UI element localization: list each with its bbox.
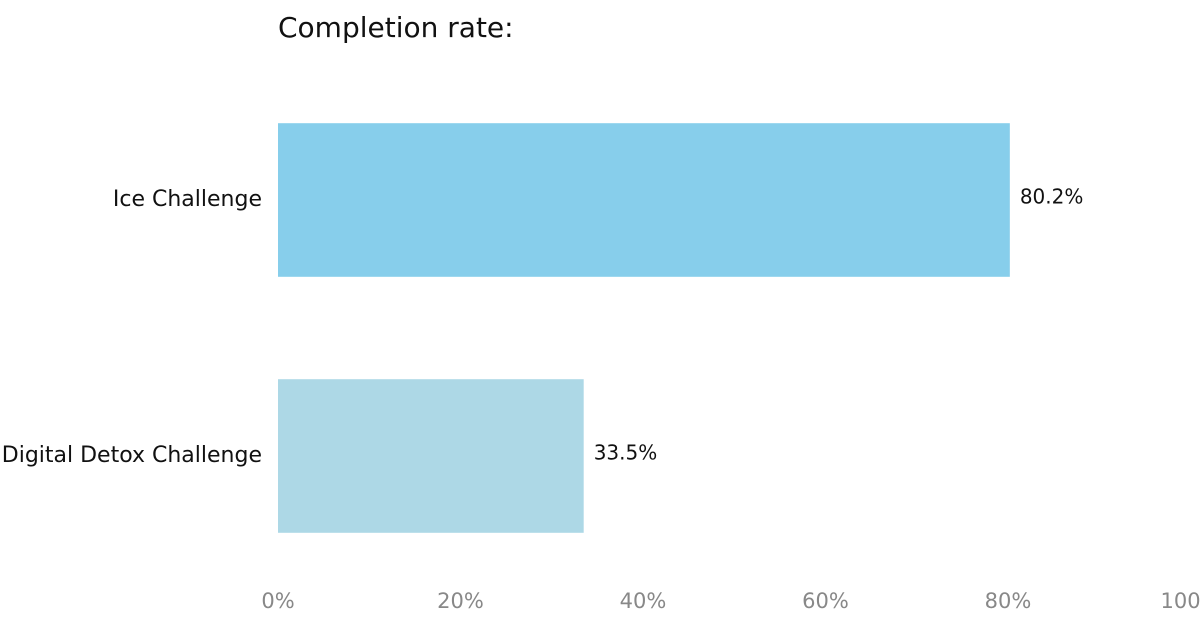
chart-title: Completion rate: [278, 11, 514, 44]
x-tick-label: 20% [437, 589, 484, 613]
x-tick-label: 0% [261, 589, 294, 613]
bar [278, 123, 1010, 277]
x-tick-label: 100% [1160, 589, 1200, 613]
value-label: 33.5% [594, 441, 658, 465]
y-tick-label: Digital Detox Challenge [2, 443, 262, 468]
x-tick-label: 80% [985, 589, 1032, 613]
bar [278, 379, 584, 533]
value-label: 80.2% [1020, 185, 1084, 209]
x-tick-label: 40% [620, 589, 667, 613]
x-tick-label: 60% [802, 589, 849, 613]
y-tick-label: Ice Challenge [113, 187, 262, 212]
